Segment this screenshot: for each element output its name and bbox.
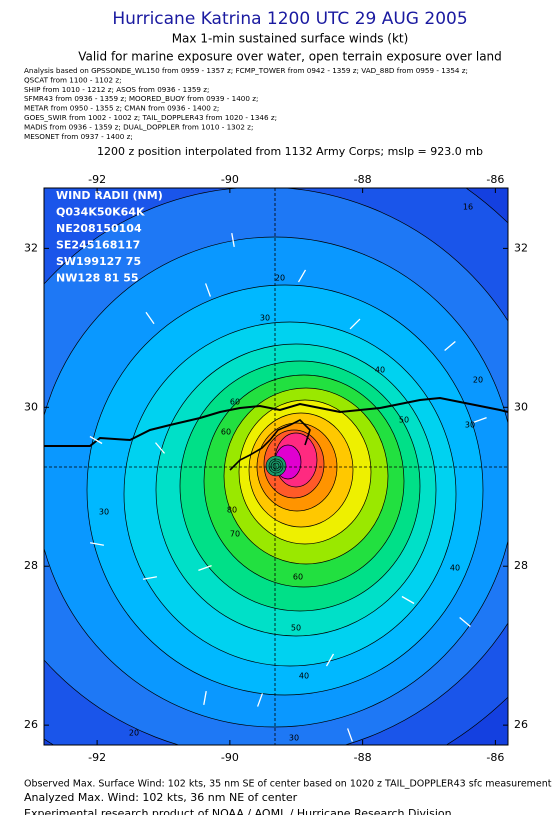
analysis-line: SHIP from 1010 - 1212 z; ASOS from 0936 …: [24, 85, 209, 94]
x-tick-label: -86: [486, 751, 504, 764]
y-tick-label: 30: [24, 400, 38, 413]
y-tick-label: 30: [514, 400, 528, 413]
wind-barb: [349, 318, 361, 330]
wind-barb: [204, 283, 212, 297]
wind-radii-line: Q034K50K64K: [56, 206, 145, 219]
contour-labels: 16 20 30 40 20 50 30 60 60 80 70 30 60 40 50 40 30 20: [99, 203, 483, 743]
wind-barb: [256, 693, 264, 707]
wind-barb: [89, 435, 103, 445]
wind-barb: [444, 341, 456, 351]
x-tick-label: -90: [221, 751, 239, 764]
validity: Valid for marine exposure over water, op…: [78, 50, 502, 64]
wind-barb: [325, 653, 335, 667]
x-tick-label: -92: [88, 751, 106, 764]
analysis-sources: Analysis based on GPSSONDE_WL150 from 09…: [24, 66, 468, 141]
contour-label: 40: [299, 672, 309, 681]
contour-label: 30: [465, 421, 475, 430]
y-tick-label: 28: [514, 559, 528, 572]
map-frame: [43, 187, 509, 746]
position-note: 1200 z position interpolated from 1132 A…: [97, 145, 483, 158]
coastline: [44, 396, 508, 447]
delta-coastline: [229, 419, 311, 471]
wind-radii-line: SW199127 75: [56, 255, 141, 268]
subtitle: Max 1-min sustained surface winds (kt): [172, 32, 409, 46]
wind-radii: WIND RADII (NM) Q034K50K64K NE208150104 SE2…: [56, 189, 163, 285]
contour-label: 60: [230, 398, 240, 407]
y-tick-label: 26: [24, 718, 38, 731]
analysis-line: SFMR43 from 0936 - 1359 z; MOORED_BUOY f…: [24, 94, 258, 103]
analysis-line: QSCAT from 1100 - 1102 z;: [24, 75, 122, 84]
wind-radii-line: NE208150104: [56, 222, 142, 235]
contour-label: 50: [399, 416, 409, 425]
wind-barb: [203, 690, 207, 706]
contour-label: 60: [221, 428, 231, 437]
contour-label: 30: [289, 734, 299, 743]
credit: Experimental research product of NOAA / …: [24, 807, 452, 815]
contour-label: 20: [473, 376, 483, 385]
contour-label: 30: [260, 314, 270, 323]
y-tick-label: 26: [514, 718, 528, 731]
wind-barb: [297, 269, 307, 283]
y-tick-label: 32: [514, 241, 528, 254]
x-tick-label: -86: [486, 173, 504, 186]
y-tick-label: 32: [24, 241, 38, 254]
observed-wind: Observed Max. Surface Wind: 102 kts, 35 …: [24, 779, 552, 790]
contour-label: 40: [375, 366, 385, 375]
analyzed-wind: Analyzed Max. Wind: 102 kts, 36 nm NE of…: [24, 791, 298, 804]
wind-radii-line: WIND RADII (NM): [56, 189, 163, 202]
wind-barb: [155, 442, 165, 454]
wind-barb: [198, 564, 212, 572]
contour-label: 40: [450, 564, 460, 573]
wind-radii-line: SE245168117: [56, 239, 140, 252]
contour-label: 20: [129, 729, 139, 738]
x-tick-label: -88: [354, 173, 372, 186]
analysis-line: MADIS from 0936 - 1359 z; DUAL_DOPPLER f…: [24, 122, 253, 131]
analysis-line: MESONET from 0937 - 1400 z;: [24, 132, 133, 141]
title: Hurricane Katrina 1200 UTC 29 AUG 2005: [112, 9, 467, 29]
axes: -92 -92 -90 -90 -88 -88 -86 -86 32 32 30 30 28 28 26 26: [24, 173, 528, 764]
wind-barb: [142, 576, 158, 580]
wind-radii-line: NW128 81 55: [56, 272, 139, 285]
wind-barb: [473, 416, 487, 424]
y-tick-label: 28: [24, 559, 38, 572]
contour-label: 60: [293, 573, 303, 582]
x-tick-label: -90: [221, 173, 239, 186]
analysis-line: GOES_SWIR from 1002 - 1002 z; TAIL_DOPPL…: [24, 113, 277, 122]
wind-barb: [401, 595, 415, 605]
wind-barb: [459, 617, 471, 627]
contour-label: 20: [275, 274, 285, 283]
eye-contour: [272, 462, 280, 470]
x-tick-label: -92: [88, 173, 106, 186]
wind-barb: [346, 728, 354, 742]
contour-label: 80: [227, 506, 237, 515]
contour-label: 70: [230, 530, 240, 539]
contour-label: 50: [291, 624, 301, 633]
wind-barbs: [89, 232, 487, 742]
analysis-line: Analysis based on GPSSONDE_WL150 from 09…: [24, 66, 468, 75]
wind-barb: [89, 542, 105, 546]
map-area: 16 20 30 40 20 50 30 60 60 80 70 30 60 40 50 40 30 20 WIN…: [44, 188, 508, 745]
wind-barb: [145, 311, 155, 325]
wind-barb: [231, 232, 235, 248]
x-tick-label: -88: [354, 751, 372, 764]
contour-label: 30: [99, 508, 109, 517]
contour-label: 16: [463, 203, 473, 212]
analysis-line: METAR from 0950 - 1355 z; CMAN from 0936…: [24, 104, 219, 113]
